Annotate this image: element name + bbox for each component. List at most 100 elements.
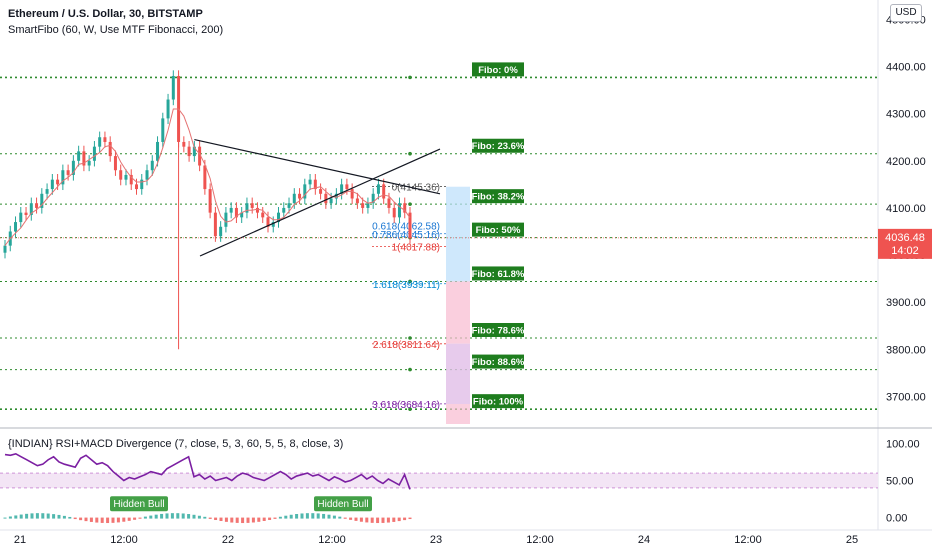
candle-body[interactable] <box>3 245 7 253</box>
candle-body[interactable] <box>145 170 149 180</box>
candle-body[interactable] <box>224 212 228 227</box>
candle-body[interactable] <box>182 141 186 147</box>
fibo-label-box <box>472 394 524 409</box>
candle-body[interactable] <box>192 146 196 157</box>
candle-body[interactable] <box>361 203 365 208</box>
fibo-label: Fibo: 61.8% <box>472 269 525 280</box>
candle-body[interactable] <box>134 184 138 190</box>
macd-bar <box>176 513 180 519</box>
candle-body[interactable] <box>292 193 296 204</box>
candle-body[interactable] <box>324 193 328 204</box>
candle-body[interactable] <box>340 184 344 194</box>
candle-body[interactable] <box>282 207 286 213</box>
macd-bar <box>46 513 50 519</box>
candle-body[interactable] <box>408 212 412 239</box>
candle-body[interactable] <box>271 222 275 227</box>
candle-body[interactable] <box>329 198 333 204</box>
candle-body[interactable] <box>397 203 401 218</box>
candle-body[interactable] <box>56 179 60 185</box>
candle-body[interactable] <box>124 174 128 180</box>
candle-body[interactable] <box>35 203 39 208</box>
candle-body[interactable] <box>198 146 202 166</box>
candle-body[interactable] <box>319 189 323 194</box>
time-tick-label: 12:00 <box>526 534 554 546</box>
candle-body[interactable] <box>103 137 107 142</box>
candle-body[interactable] <box>366 203 370 208</box>
candle-body[interactable] <box>171 75 175 100</box>
candle-body[interactable] <box>208 189 212 213</box>
candle-body[interactable] <box>14 222 18 232</box>
macd-bar <box>73 517 77 520</box>
candle-body[interactable] <box>203 165 207 190</box>
symbol-title[interactable]: Ethereum / U.S. Dollar, 30, BITSTAMP <box>8 8 203 20</box>
fibo-level-dot <box>408 336 412 340</box>
fibo-level-dot <box>408 75 412 80</box>
candle-body[interactable] <box>156 141 160 161</box>
candle-body[interactable] <box>71 160 75 175</box>
candle-body[interactable] <box>334 193 338 199</box>
candle-body[interactable] <box>308 179 312 185</box>
macd-bar <box>208 517 212 519</box>
candle-body[interactable] <box>19 212 23 223</box>
candle-body[interactable] <box>61 170 65 185</box>
macd-bar <box>95 517 99 523</box>
macd-bar <box>268 517 272 520</box>
candle-body[interactable] <box>24 212 28 215</box>
macd-bar <box>111 517 115 523</box>
macd-bar <box>143 516 147 519</box>
candle-body[interactable] <box>166 99 170 119</box>
price-tick-label: 4300.00 <box>886 109 926 121</box>
sub-indicator-title[interactable]: {INDIAN} RSI+MACD Divergence (7, close, … <box>8 438 343 450</box>
candle-body[interactable] <box>387 198 391 208</box>
candle-body[interactable] <box>234 207 238 218</box>
candle-body[interactable] <box>50 179 54 190</box>
candle-body[interactable] <box>298 193 302 199</box>
candle-body[interactable] <box>129 174 133 185</box>
candle-body[interactable] <box>77 151 81 161</box>
candle-body[interactable] <box>403 203 407 213</box>
candle-body[interactable] <box>161 118 165 142</box>
candle-body[interactable] <box>371 193 375 204</box>
candle-body[interactable] <box>219 226 223 237</box>
candle-body[interactable] <box>392 207 396 218</box>
candle-body[interactable] <box>250 203 254 208</box>
candle-body[interactable] <box>229 207 233 213</box>
macd-bar <box>289 514 293 519</box>
candle-body[interactable] <box>213 212 217 237</box>
candle-body[interactable] <box>303 184 307 199</box>
candle-body[interactable] <box>150 160 154 171</box>
candle-body[interactable] <box>40 193 44 208</box>
candle-body[interactable] <box>87 160 91 166</box>
candle-body[interactable] <box>66 170 70 175</box>
trendline-upper[interactable] <box>194 139 441 195</box>
indicator-legend[interactable]: SmartFibo (60, W, Use MTF Fibonacci, 200… <box>8 24 224 36</box>
candle-body[interactable] <box>313 179 317 190</box>
candle-body[interactable] <box>240 212 244 218</box>
candle-body[interactable] <box>376 184 380 194</box>
candle-body[interactable] <box>82 151 86 166</box>
candle-body[interactable] <box>113 156 117 171</box>
fibo-label: Fibo: 50% <box>476 225 521 236</box>
candle-body[interactable] <box>98 137 102 147</box>
macd-bar <box>127 517 131 521</box>
price-tick-label: 4200.00 <box>886 156 926 168</box>
candle-body[interactable] <box>345 184 349 190</box>
candle-body[interactable] <box>355 198 359 204</box>
candle-body[interactable] <box>187 146 191 157</box>
candle-body[interactable] <box>92 146 96 161</box>
currency-button[interactable]: USD <box>890 4 922 22</box>
candle-body[interactable] <box>261 212 265 218</box>
candle-body[interactable] <box>45 189 49 194</box>
candle-body[interactable] <box>382 184 386 199</box>
candle-body[interactable] <box>287 203 291 208</box>
candle-body[interactable] <box>140 179 144 190</box>
candle-body[interactable] <box>119 170 123 180</box>
candle-body[interactable] <box>255 207 259 213</box>
candle-body[interactable] <box>245 203 249 213</box>
candle-body[interactable] <box>266 217 270 227</box>
candle-body[interactable] <box>29 203 33 215</box>
candle-body[interactable] <box>350 189 354 199</box>
candle-body[interactable] <box>277 212 281 223</box>
candle-body[interactable] <box>108 141 112 157</box>
